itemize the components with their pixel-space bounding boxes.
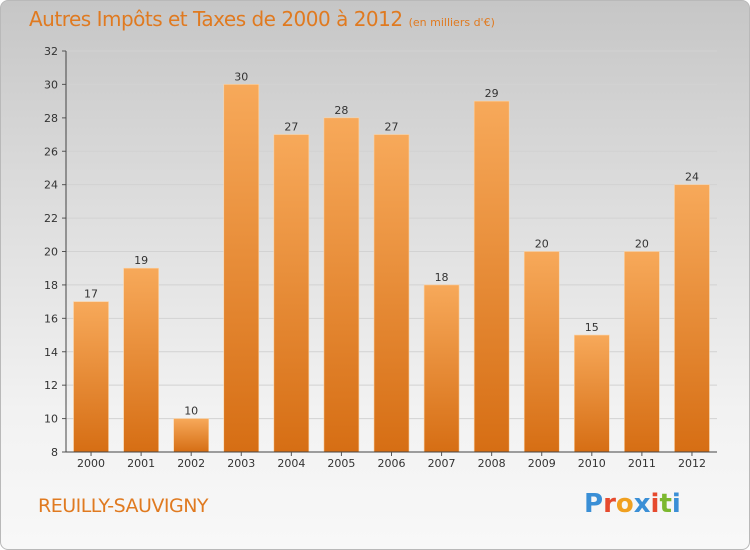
bar: [523, 251, 560, 453]
x-tick-label: 2003: [227, 457, 255, 470]
brand-letter: r: [603, 489, 616, 519]
bar-value-label: 27: [385, 121, 399, 134]
bars: [73, 84, 710, 453]
bar: [473, 100, 510, 453]
y-tick-label: 8: [51, 446, 58, 459]
brand-letter: P: [584, 489, 604, 519]
y-tick-label: 24: [44, 179, 58, 192]
bar-value-label: 20: [535, 238, 549, 251]
axes: [62, 50, 717, 456]
bar-value-label: 18: [435, 271, 449, 284]
y-tick-label: 20: [44, 246, 58, 259]
y-tick-label: 16: [44, 312, 58, 325]
bar-value-label: 15: [585, 321, 599, 334]
bar-value-label: 27: [284, 121, 298, 134]
bar: [323, 117, 360, 453]
x-tick-label: 2009: [528, 457, 556, 470]
x-tick-label: 2005: [327, 457, 355, 470]
x-tick-label: 2007: [428, 457, 456, 470]
chart-title-text: Autres Impôts et Taxes de 2000 à 2012: [29, 7, 403, 31]
bar-value-label: 28: [334, 104, 348, 117]
y-tick-label: 32: [44, 45, 58, 58]
brand-letter: x: [633, 489, 651, 519]
y-tick-label: 22: [44, 212, 58, 225]
bar: [373, 134, 410, 453]
bar: [123, 267, 159, 453]
brand-letter: o: [615, 489, 634, 519]
chart-subtitle: (en milliers d'€): [408, 16, 495, 29]
y-tick-label: 30: [44, 78, 58, 91]
y-tick-label: 10: [44, 413, 58, 426]
bar-value-label: 29: [485, 87, 499, 100]
chart-title: Autres Impôts et Taxes de 2000 à 2012 (en…: [29, 7, 495, 31]
y-tick-label: 12: [44, 379, 58, 392]
bar: [624, 251, 660, 453]
bar: [574, 334, 610, 453]
bar-value-label: 10: [184, 405, 198, 418]
bar-value-label: 20: [635, 238, 649, 251]
bar-value-label: 17: [84, 288, 98, 301]
x-tick-label: 2001: [127, 457, 155, 470]
y-tick-label: 14: [44, 346, 58, 359]
bar: [674, 184, 710, 453]
x-tick-label: 2000: [77, 457, 105, 470]
x-tick-label: 2012: [678, 457, 706, 470]
x-tick-label: 2011: [628, 457, 656, 470]
x-tick-label: 2002: [177, 457, 205, 470]
x-tick-label: 2004: [277, 457, 305, 470]
bar: [423, 284, 460, 453]
x-tick-label: 2010: [578, 457, 606, 470]
y-tick-label: 18: [44, 279, 58, 292]
bar-value-label: 19: [134, 254, 148, 267]
brand-letter: t: [659, 489, 672, 519]
bar: [273, 134, 310, 453]
labels: 8 10 12 14 16 18 20 22 24 26 28 30 32 17 2000 19 2001 10 2…: [44, 45, 706, 470]
commune-name: REUILLY-SAUVIGNY: [38, 495, 209, 517]
bar-value-label: 30: [234, 70, 248, 83]
x-tick-label: 2008: [478, 457, 506, 470]
bar-value-label: 24: [685, 171, 699, 184]
bar: [223, 84, 260, 453]
y-tick-label: 26: [44, 145, 58, 158]
x-tick-label: 2006: [378, 457, 406, 470]
y-tick-label: 28: [44, 112, 58, 125]
brand-letter: i: [671, 489, 681, 519]
proxiti-logo: Proxiti: [584, 489, 681, 519]
bar: [173, 418, 209, 453]
brand-letter: i: [650, 489, 660, 519]
bar: [73, 301, 109, 453]
